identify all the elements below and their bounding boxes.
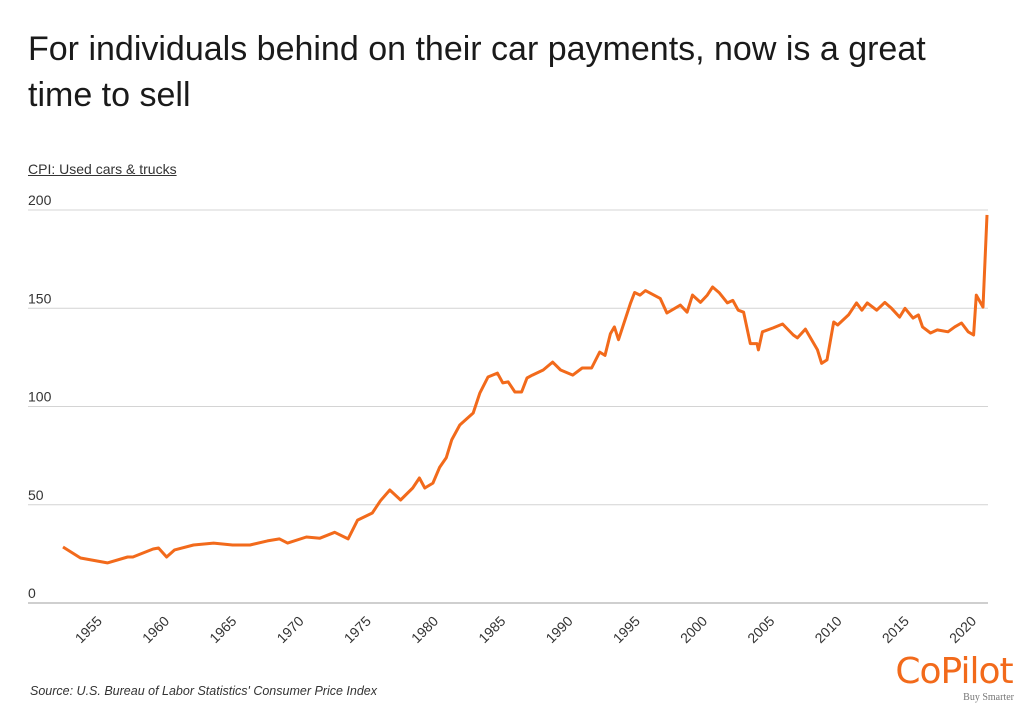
logo-tagline: Buy Smarter	[963, 692, 1014, 703]
x-tick-label: 1985	[475, 613, 508, 646]
x-tick-label: 1955	[72, 613, 105, 646]
y-axis-label: CPI: Used cars & trucks	[28, 161, 177, 177]
chart-title: For individuals behind on their car paym…	[28, 30, 926, 114]
y-tick-label: 50	[28, 487, 44, 503]
x-tick-label: 1980	[408, 613, 441, 646]
x-tick-label: 1970	[273, 613, 306, 646]
y-tick-label: 100	[28, 389, 52, 405]
x-tick-label: 1995	[610, 613, 643, 646]
x-tick-label: 2005	[744, 613, 777, 646]
y-tick-label: 200	[28, 192, 52, 208]
cpi-series-line	[62, 214, 989, 565]
x-tick-label: 2020	[946, 613, 979, 646]
x-tick-label: 1990	[542, 613, 575, 646]
copilot-logo: CoPilot Buy Smarter	[890, 651, 1018, 704]
x-tick-label: 1960	[139, 613, 172, 646]
x-tick-label: 1975	[341, 613, 374, 646]
y-tick-label: 150	[28, 290, 52, 306]
x-tick-label: 2000	[677, 613, 710, 646]
source-note: Source: U.S. Bureau of Labor Statistics'…	[30, 684, 377, 698]
y-tick-label: 0	[28, 585, 36, 601]
logo-wordmark: CoPilot	[895, 651, 1013, 692]
x-tick-label: 1965	[206, 613, 239, 646]
x-tick-label: 2010	[811, 613, 844, 646]
x-tick-label: 2015	[879, 613, 912, 646]
